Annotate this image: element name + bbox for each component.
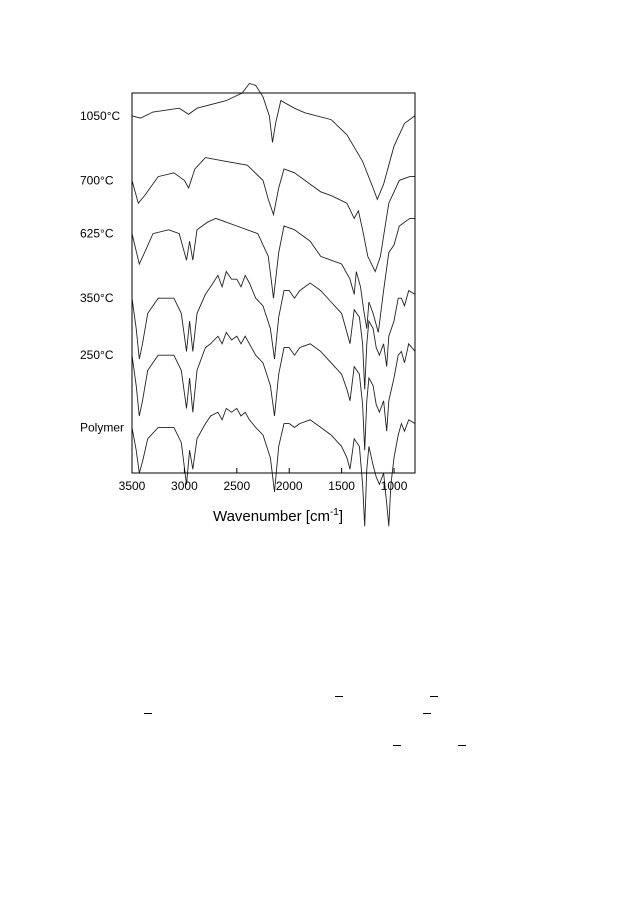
series-label-1: 700°C: [80, 173, 114, 187]
series-line-0: [131, 82, 416, 201]
series-label-5: Polymer: [80, 420, 124, 434]
x-axis-title-close: ]: [339, 508, 343, 525]
x-axis-title-sup: -1: [330, 507, 339, 518]
series-label-4: 250°C: [80, 348, 114, 362]
plot-frame: [131, 92, 416, 474]
series-line-1: [131, 157, 415, 273]
x-tick-label: 1500: [328, 479, 355, 493]
overline-mark-3: [144, 713, 152, 714]
series-label-0: 1050°C: [80, 109, 120, 123]
overline-mark-6: [458, 745, 466, 746]
spectra-traces: [131, 82, 416, 527]
x-tick-label: 1000: [381, 479, 408, 493]
overline-mark-1: [335, 696, 343, 697]
overline-mark-5: [393, 745, 401, 746]
series-line-5: [131, 407, 416, 527]
series-label-2: 625°C: [80, 227, 114, 241]
series-line-4: [131, 331, 416, 451]
x-tick-label: 2500: [223, 479, 250, 493]
series-line-2: [131, 217, 415, 333]
x-axis-title-main: Wavenumber [cm: [213, 508, 330, 525]
x-tick-label: 3000: [171, 479, 198, 493]
overline-mark-2: [430, 696, 438, 697]
x-tick-label: 3500: [119, 479, 146, 493]
x-axis-title: Wavenumber [cm-1]: [213, 507, 343, 525]
overline-mark-4: [423, 713, 431, 714]
series-label-3: 350°C: [80, 291, 114, 305]
series-line-3: [131, 270, 416, 390]
x-tick-label: 2000: [276, 479, 303, 493]
x-axis-ticks: 3500 3000 2500 2000 1500 1000: [119, 468, 408, 493]
series-labels: 1050°C 700°C 625°C 350°C 250°C Polymer: [80, 109, 124, 435]
